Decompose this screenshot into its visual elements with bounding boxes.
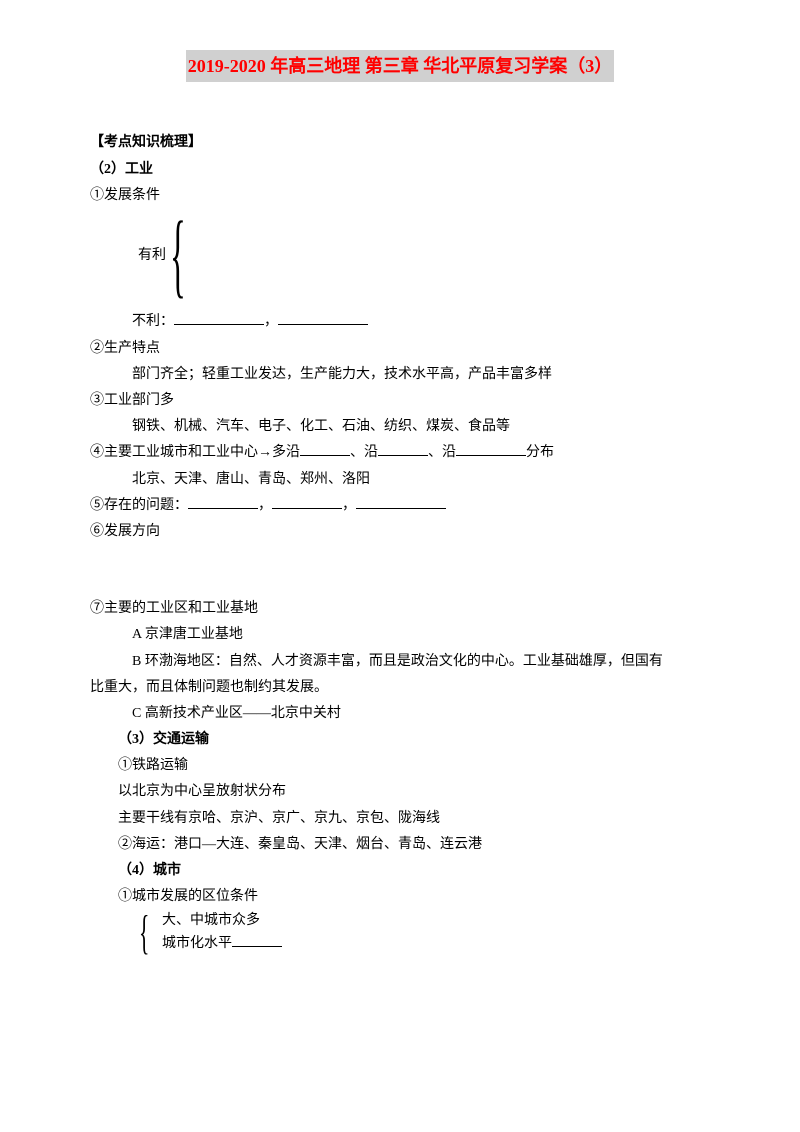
item-7-b: B 环渤海地区：自然、人才资源丰富，而且是政治文化的中心。工业基础雄厚，但国有	[90, 649, 710, 674]
sec4-1-b-line: 城市化水平	[162, 933, 282, 955]
blank-input[interactable]	[232, 933, 282, 947]
document-title: 2019-2020 年高三地理 第三章 华北平原复习学案（3）	[186, 50, 615, 82]
item-5-problems: ⑤存在的问题： ， ，	[90, 493, 710, 518]
section-4-city: （4）城市	[90, 858, 710, 883]
blank-input[interactable]	[356, 495, 446, 509]
item-4-prefix: ④主要工业城市和工业中心→多沿	[90, 445, 300, 460]
left-brace-small-icon: {	[139, 914, 149, 952]
blank-input[interactable]	[272, 495, 342, 509]
item-4-mid1: 、沿	[350, 445, 378, 460]
item-4-content: 北京、天津、唐山、青岛、郑州、洛阳	[90, 467, 710, 492]
favorable-brace-block: 有利 {	[90, 220, 710, 291]
blank-input[interactable]	[278, 311, 368, 325]
comma: ，	[264, 314, 278, 329]
item-4-cities: ④主要工业城市和工业中心→多沿 、沿 、沿 分布	[90, 440, 710, 465]
item-7-c: C 高新技术产业区——北京中关村	[90, 701, 710, 726]
item-4-suffix: 分布	[526, 445, 554, 460]
comma: ，	[258, 498, 272, 513]
item-4-mid2: 、沿	[428, 445, 456, 460]
brace-content: 大、中城市众多 城市化水平	[162, 910, 282, 955]
blank-input[interactable]	[378, 442, 428, 456]
item-6-direction: ⑥发展方向	[90, 519, 710, 544]
item-2-features: ②生产特点	[90, 336, 710, 361]
blank-input[interactable]	[456, 442, 526, 456]
unfavorable-line: 不利： ，	[90, 309, 710, 334]
sec4-1-b-prefix: 城市化水平	[162, 936, 232, 951]
left-brace-icon: {	[170, 220, 186, 291]
comma: ，	[342, 498, 356, 513]
section-2-industry: （2）工业	[90, 157, 710, 182]
blank-input[interactable]	[174, 311, 264, 325]
item-7-zones: ⑦主要的工业区和工业基地	[90, 596, 710, 621]
blank-gap	[90, 545, 710, 595]
sec4-item1: ①城市发展的区位条件	[90, 884, 710, 909]
heading-kdzsl: 【考点知识梳理】	[90, 130, 710, 155]
section-3-transport: （3）交通运输	[90, 727, 710, 752]
item-3-departments: ③工业部门多	[90, 388, 710, 413]
item-2-content: 部门齐全；轻重工业发达，生产能力大，技术水平高，产品丰富多样	[90, 362, 710, 387]
sec4-1-a: 大、中城市众多	[162, 910, 282, 932]
blank-input[interactable]	[300, 442, 350, 456]
item-3-content: 钢铁、机械、汽车、电子、化工、石油、纺织、煤炭、食品等	[90, 414, 710, 439]
unfavorable-prefix: 不利：	[132, 314, 174, 329]
item-7-a: A 京津唐工业基地	[90, 622, 710, 647]
item-5-prefix: ⑤存在的问题：	[90, 498, 188, 513]
sec3-item1-a: 以北京为中心呈放射状分布	[90, 779, 710, 804]
sec3-item1-b: 主要干线有京哈、京沪、京广、京九、京包、陇海线	[90, 806, 710, 831]
sec3-item1: ①铁路运输	[90, 753, 710, 778]
favorable-label: 有利	[138, 243, 166, 268]
title-container: 2019-2020 年高三地理 第三章 华北平原复习学案（3）	[90, 50, 710, 106]
sec3-item2: ②海运：港口—大连、秦皇岛、天津、烟台、青岛、连云港	[90, 832, 710, 857]
blank-input[interactable]	[188, 495, 258, 509]
item-7-b-cont: 比重大，而且体制问题也制约其发展。	[90, 675, 710, 700]
city-brace-block: { 大、中城市众多 城市化水平	[139, 910, 710, 955]
